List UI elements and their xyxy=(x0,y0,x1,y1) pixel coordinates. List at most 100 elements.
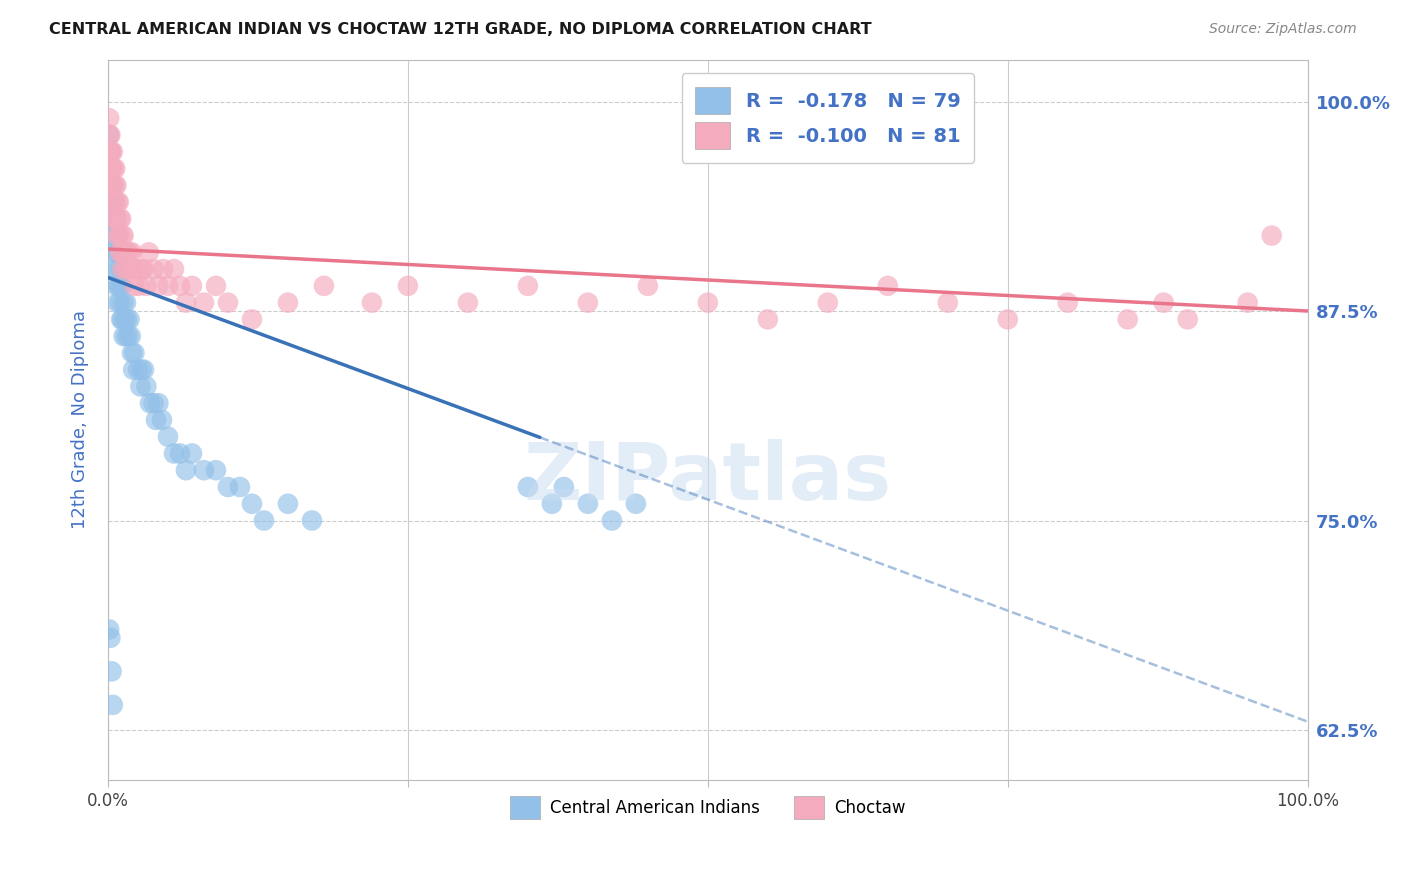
Point xyxy=(217,295,239,310)
Point xyxy=(107,262,129,277)
Point xyxy=(516,278,538,293)
Point xyxy=(100,665,122,679)
Point xyxy=(997,312,1019,326)
Point xyxy=(103,245,125,260)
Point xyxy=(100,161,122,176)
Point xyxy=(108,245,131,260)
Point xyxy=(115,262,138,277)
Point xyxy=(107,245,129,260)
Point xyxy=(205,463,228,477)
Point xyxy=(100,195,122,210)
Point xyxy=(148,278,170,293)
Point xyxy=(112,329,135,343)
Point xyxy=(107,228,129,243)
Point xyxy=(132,362,155,376)
Point xyxy=(104,161,127,176)
Point xyxy=(100,211,122,226)
Point xyxy=(121,346,143,360)
Legend: Central American Indians, Choctaw: Central American Indians, Choctaw xyxy=(503,789,912,826)
Point xyxy=(131,262,153,277)
Point xyxy=(100,178,122,193)
Point xyxy=(110,245,132,260)
Point xyxy=(100,145,122,159)
Point xyxy=(98,145,121,159)
Point xyxy=(108,211,131,226)
Point xyxy=(1153,295,1175,310)
Point xyxy=(142,396,165,410)
Point xyxy=(100,178,122,193)
Point xyxy=(253,514,276,528)
Point xyxy=(103,228,125,243)
Point xyxy=(624,497,647,511)
Point xyxy=(98,623,121,637)
Point xyxy=(114,312,136,326)
Point xyxy=(104,262,127,277)
Point xyxy=(217,480,239,494)
Point xyxy=(148,396,170,410)
Point xyxy=(156,430,179,444)
Point xyxy=(169,446,191,460)
Point xyxy=(111,278,134,293)
Point xyxy=(135,278,157,293)
Point xyxy=(104,195,127,210)
Point xyxy=(174,295,197,310)
Text: CENTRAL AMERICAN INDIAN VS CHOCTAW 12TH GRADE, NO DIPLOMA CORRELATION CHART: CENTRAL AMERICAN INDIAN VS CHOCTAW 12TH … xyxy=(49,22,872,37)
Point xyxy=(115,295,138,310)
Point xyxy=(1177,312,1199,326)
Point xyxy=(110,211,132,226)
Point xyxy=(229,480,252,494)
Point xyxy=(576,497,599,511)
Point xyxy=(98,178,121,193)
Point xyxy=(100,178,122,193)
Point xyxy=(541,497,564,511)
Point xyxy=(117,329,139,343)
Point xyxy=(98,145,121,159)
Point xyxy=(105,178,128,193)
Point xyxy=(107,195,129,210)
Point xyxy=(138,245,160,260)
Point xyxy=(516,480,538,494)
Point xyxy=(101,698,124,712)
Point xyxy=(103,211,125,226)
Point xyxy=(142,262,165,277)
Point xyxy=(100,128,122,142)
Point xyxy=(103,211,125,226)
Point xyxy=(135,379,157,393)
Point xyxy=(576,295,599,310)
Point xyxy=(817,295,839,310)
Point xyxy=(100,195,122,210)
Point xyxy=(127,362,149,376)
Point xyxy=(152,262,174,277)
Point xyxy=(145,413,167,427)
Point xyxy=(103,161,125,176)
Point xyxy=(1056,295,1078,310)
Point xyxy=(277,295,299,310)
Point xyxy=(193,463,215,477)
Point xyxy=(107,228,129,243)
Point xyxy=(110,262,132,277)
Point xyxy=(169,278,191,293)
Point xyxy=(107,195,129,210)
Point xyxy=(98,161,121,176)
Point xyxy=(98,128,121,142)
Point xyxy=(124,346,146,360)
Text: Source: ZipAtlas.com: Source: ZipAtlas.com xyxy=(1209,22,1357,37)
Point xyxy=(240,497,263,511)
Point xyxy=(111,262,134,277)
Point xyxy=(100,145,122,159)
Point xyxy=(98,112,121,126)
Point xyxy=(110,312,132,326)
Point xyxy=(100,161,122,176)
Point xyxy=(108,278,131,293)
Point xyxy=(205,278,228,293)
Point xyxy=(174,463,197,477)
Point xyxy=(128,278,150,293)
Point xyxy=(124,278,146,293)
Point xyxy=(181,278,204,293)
Point xyxy=(105,211,128,226)
Point xyxy=(101,195,124,210)
Point xyxy=(104,211,127,226)
Point xyxy=(122,362,145,376)
Point xyxy=(111,312,134,326)
Point xyxy=(163,262,186,277)
